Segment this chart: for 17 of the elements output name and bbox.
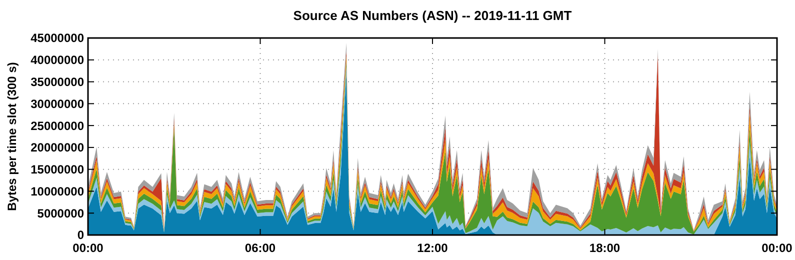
y-tick-label: 25000000 <box>30 118 84 133</box>
y-tick-label: 5000000 <box>37 206 84 220</box>
x-tick-label: 06:00 <box>244 241 276 255</box>
chart-title: Source AS Numbers (ASN) -- 2019-11-11 GMT <box>293 8 572 23</box>
x-tick-label: 00:00 <box>762 241 793 255</box>
x-tick-label: 00:00 <box>72 241 104 255</box>
y-tick-label: 45000000 <box>30 31 84 46</box>
y-tick-label: 15000000 <box>30 162 84 177</box>
y-tick-label: 30000000 <box>30 96 84 111</box>
y-tick-label: 10000000 <box>30 184 84 198</box>
y-axis-title: Bytes per time slot (300 s) <box>5 62 19 211</box>
y-tick-label: 35000000 <box>30 74 84 89</box>
x-tick-label: 12:00 <box>417 241 448 255</box>
y-tick-label: 20000000 <box>30 140 84 155</box>
x-tick-label: 18:00 <box>589 241 620 255</box>
y-tick-label: 40000000 <box>30 53 84 68</box>
y-tick-label: 0 <box>77 228 84 242</box>
